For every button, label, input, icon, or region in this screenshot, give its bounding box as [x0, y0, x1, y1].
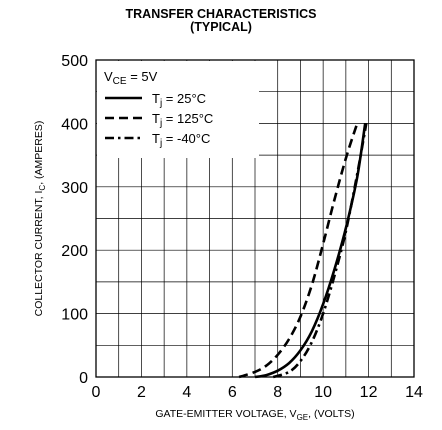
- chart-title-line2: (TYPICAL): [190, 20, 252, 34]
- legend-label-suffix: = 25°C: [162, 91, 206, 106]
- series-line-minus40c: [272, 123, 368, 379]
- legend-header-suffix: = 5V: [127, 69, 158, 84]
- chart-title-line1: TRANSFER CHARACTERISTICS: [125, 7, 317, 21]
- curve-layer: [238, 122, 368, 379]
- x-tick-label: 12: [360, 384, 378, 401]
- y-tick-label: 0: [79, 370, 88, 387]
- x-axis-label: GATE-EMITTER VOLTAGE, VGE, (VOLTS): [155, 408, 354, 422]
- y-tick-label: 100: [61, 307, 88, 324]
- legend-label-sub: j: [159, 98, 162, 109]
- legend-label-sub: j: [159, 118, 162, 129]
- legend-label: Tj = -40°C: [152, 131, 210, 149]
- x-tick-label: 6: [228, 384, 237, 401]
- legend-label: Tj = 25°C: [152, 91, 206, 109]
- y-axis-label-sub: C: [38, 185, 47, 191]
- series-line-25c: [254, 123, 367, 379]
- y-tick-label: 300: [61, 180, 88, 197]
- legend-label-sub: j: [159, 138, 162, 149]
- x-tick-label: 14: [405, 384, 423, 401]
- x-axis-label-sub: GE: [297, 413, 309, 422]
- series-line-125c: [238, 122, 359, 379]
- y-tick-label: 400: [61, 116, 88, 133]
- x-axis-label-suffix: , (VOLTS): [308, 408, 354, 420]
- tick-label-layer: 0 2 4 6 8 10 12 14 0 100 200 300 400 500: [61, 53, 423, 401]
- y-tick-label: 500: [61, 53, 88, 70]
- legend-header: VCE = 5V: [104, 69, 158, 87]
- x-tick-label: 8: [273, 384, 282, 401]
- legend-label-prefix: T: [152, 91, 160, 106]
- x-axis-label-prefix: GATE-EMITTER VOLTAGE, V: [155, 408, 296, 420]
- plot-frame: [95, 59, 415, 378]
- x-tick-label: 10: [314, 384, 332, 401]
- x-tick-label: 4: [182, 384, 191, 401]
- legend-header-sub: CE: [113, 76, 127, 87]
- x-tick-label: 0: [92, 384, 101, 401]
- legend-label-suffix: = 125°C: [162, 111, 213, 126]
- legend-background: [97, 61, 259, 158]
- x-tick-label: 2: [137, 384, 146, 401]
- legend-header-prefix: V: [104, 69, 113, 84]
- legend-label: Tj = 125°C: [152, 111, 213, 129]
- legend-label-prefix: T: [152, 111, 160, 126]
- y-tick-label: 200: [61, 243, 88, 260]
- legend-label-prefix: T: [152, 131, 160, 146]
- y-axis-label-prefix: COLLECTOR CURRENT, I: [33, 191, 45, 317]
- legend-label-suffix: = -40°C: [162, 131, 210, 146]
- y-axis-label-suffix: , (AMPERES): [33, 121, 45, 185]
- y-axis-label: COLLECTOR CURRENT, IC, (AMPERES): [33, 121, 47, 317]
